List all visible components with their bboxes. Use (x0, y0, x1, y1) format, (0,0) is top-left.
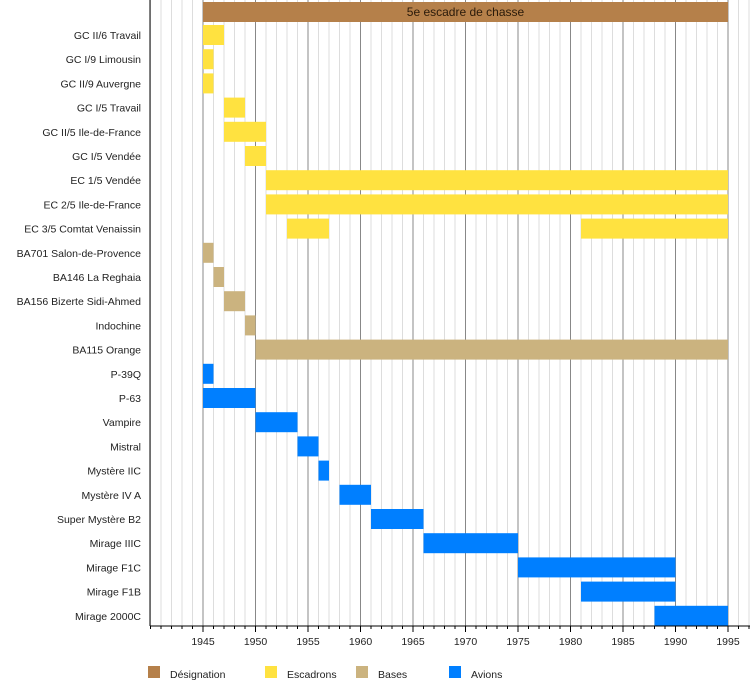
tick-label: 1975 (506, 636, 530, 648)
bar-escadrons (203, 73, 214, 94)
tick-label: 1990 (664, 636, 688, 648)
row-label: P-63 (119, 393, 141, 405)
bar-escadrons (224, 97, 245, 118)
tick-label: 1970 (454, 636, 478, 648)
legend-label-bases: Bases (378, 669, 407, 681)
row-label: BA146 La Reghaia (53, 272, 141, 284)
legend-swatch-escadrons (265, 666, 277, 678)
row-label: Mystère IIC (87, 466, 141, 478)
bar-bases (255, 339, 728, 360)
row-label: GC II/5 Ile-de-France (42, 127, 141, 139)
row-label: Mirage F1C (86, 562, 141, 574)
bar-escadrons (224, 121, 266, 142)
row-label: EC 2/5 Ile-de-France (44, 199, 142, 211)
row-label: BA156 Bizerte Sidi-Ahmed (17, 296, 141, 308)
bar-avions (371, 509, 424, 529)
bar-avions (518, 557, 676, 578)
bar-bases (245, 315, 256, 336)
legend-label-escadrons: Escadrons (287, 669, 337, 681)
bar-avions (203, 363, 214, 384)
legend-swatch-avions (449, 666, 461, 678)
legend-swatch-designation (148, 666, 160, 678)
bar-escadrons (266, 194, 728, 215)
row-label: BA701 Salon-de-Provence (17, 248, 141, 260)
row-label: GC I/5 Vendée (72, 151, 141, 163)
row-label: BA115 Orange (72, 345, 141, 357)
bar-avions (318, 460, 329, 481)
designation-bar (203, 2, 728, 22)
legend-swatch-bases (356, 666, 368, 678)
legend-label-designation: Désignation (170, 669, 226, 681)
row-label: Mirage IIIC (90, 538, 142, 550)
x-axis: 1945 1950 1955 1960 1965 1970 1975 1980 1985 1990… (149, 0, 750, 648)
bar-avions (581, 581, 676, 602)
bar-bases (203, 242, 214, 263)
row-label: Mirage 2000C (75, 611, 141, 623)
legend-label-avions: Avions (471, 669, 502, 681)
row-label: GC II/9 Auvergne (60, 78, 141, 90)
bar-escadrons (266, 170, 728, 191)
bar-escadrons (203, 49, 214, 70)
bar-escadrons (287, 218, 329, 239)
row-labels: GC II/6 Travail GC I/9 Limousin GC II/9 Au… (17, 30, 142, 623)
bar-avions (423, 533, 518, 554)
bar-avions (297, 436, 319, 457)
bar-escadrons (245, 146, 266, 166)
tick-label: 1960 (349, 636, 373, 648)
row-label: Mystère IV A (81, 490, 141, 502)
bars: 5e escadre de chasse (203, 2, 728, 626)
row-label: GC I/5 Travail (77, 103, 141, 115)
row-label: EC 1/5 Vendée (70, 175, 141, 187)
legend: Désignation Escadrons Bases Avions (148, 666, 502, 681)
row-label: GC I/9 Limousin (66, 54, 141, 66)
grid (150, 0, 750, 626)
bar-avions (654, 605, 728, 626)
bar-bases (213, 267, 224, 287)
designation-label: 5e escadre de chasse (407, 5, 525, 19)
tick-label: 1980 (559, 636, 583, 648)
row-label: Mirage F1B (87, 587, 141, 599)
row-label: Mistral (110, 441, 141, 453)
tick-label: 1955 (296, 636, 320, 648)
bar-avions (255, 412, 298, 433)
bar-escadrons (581, 218, 728, 239)
row-label: Vampire (103, 417, 141, 429)
tick-label: 1950 (244, 636, 268, 648)
bar-bases (224, 291, 245, 312)
bar-avions (203, 388, 256, 408)
row-label: EC 3/5 Comtat Venaissin (24, 224, 141, 236)
tick-label: 1945 (191, 636, 215, 648)
row-label: P-39Q (111, 369, 141, 381)
bar-escadrons (203, 25, 224, 45)
tick-label: 1995 (716, 636, 740, 648)
row-label: Indochine (95, 320, 141, 332)
row-label: Super Mystère B2 (57, 514, 141, 526)
row-label: GC II/6 Travail (74, 30, 141, 42)
tick-label: 1965 (401, 636, 425, 648)
bar-avions (339, 484, 371, 505)
tick-label: 1985 (611, 636, 635, 648)
